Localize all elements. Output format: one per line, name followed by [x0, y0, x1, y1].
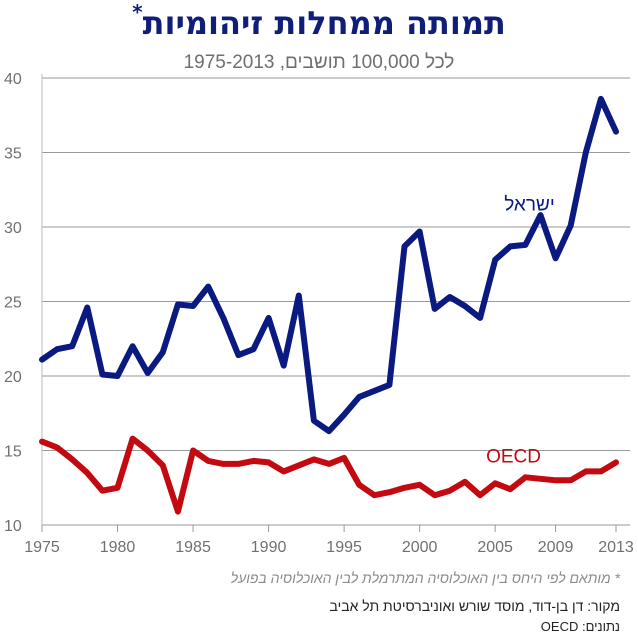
series-line-oecd [39, 435, 619, 515]
series-labels: ישראל OECD [486, 195, 555, 468]
series-label-israel: ישראל [504, 195, 555, 216]
y-tick-label-15: 15 [4, 444, 22, 461]
data-source-note: נתונים: OECD [540, 619, 620, 634]
y-tick-label-25: 25 [4, 295, 22, 312]
series-lines [39, 95, 619, 515]
x-tick-label-1990: 1990 [251, 539, 287, 556]
x-tick-label-2009: 2009 [538, 539, 574, 556]
x-tick-label-2000: 2000 [402, 539, 438, 556]
series-line-israel [39, 95, 619, 435]
y-tick-label-40: 40 [4, 71, 22, 88]
x-tick-label-1985: 1985 [175, 539, 211, 556]
x-tick-label-2013: 2013 [598, 539, 634, 556]
y-tick-label-20: 20 [4, 369, 22, 386]
chart-subtitle: לכל 100,000 תושבים, 1975-2013 [183, 52, 455, 73]
series-label-oecd: OECD [486, 446, 541, 467]
y-tick-label-30: 30 [4, 220, 22, 237]
y-tick-label-10: 10 [4, 518, 22, 535]
x-tick-label-1975: 1975 [24, 539, 60, 556]
axes: 10 15 20 25 30 35 40 1975 1980 1985 1990 1995 2000 20… [4, 71, 634, 556]
x-tick-label-1995: 1995 [326, 539, 362, 556]
x-tick-label-1980: 1980 [100, 539, 136, 556]
chart-title-text: תמותה ממחלות זיהומיות [142, 4, 506, 42]
title-asterisk: * [132, 0, 143, 24]
x-tick-label-2005: 2005 [477, 539, 513, 556]
footnote: * מותאם לפי היחס בין האוכלוסיה המתרמלת ל… [230, 570, 620, 586]
chart-title: תמותה ממחלות זיהומיות* [0, 0, 638, 42]
y-tick-label-35: 35 [4, 146, 22, 163]
source-note: מקור: דן בן-דוד, מוסד שורש ואוניברסיטת ת… [329, 598, 620, 614]
